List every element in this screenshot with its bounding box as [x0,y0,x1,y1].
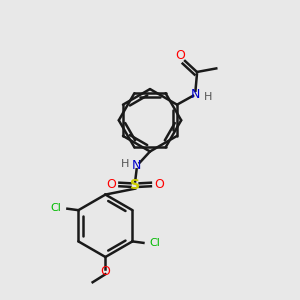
Text: S: S [130,178,140,192]
Text: H: H [204,92,212,102]
Text: Cl: Cl [51,203,62,213]
Text: Cl: Cl [149,238,160,248]
Text: O: O [175,50,185,62]
Text: H: H [121,159,129,169]
Text: O: O [106,178,116,191]
Text: N: N [132,159,141,172]
Text: O: O [154,178,164,191]
Text: O: O [100,265,110,278]
Text: N: N [191,88,200,101]
